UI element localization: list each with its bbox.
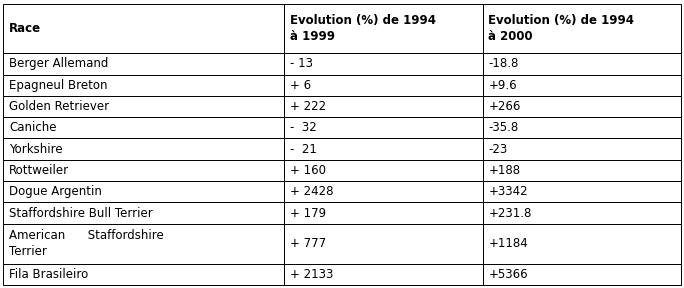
Text: +188: +188 xyxy=(488,164,521,177)
Bar xyxy=(3,53,285,75)
Bar xyxy=(483,117,681,139)
Text: + 179: + 179 xyxy=(290,207,326,220)
Bar xyxy=(285,75,483,96)
Bar xyxy=(3,139,285,160)
Text: +1184: +1184 xyxy=(488,237,528,250)
Bar xyxy=(483,75,681,96)
Text: +231.8: +231.8 xyxy=(488,207,531,220)
Text: Golden Retriever: Golden Retriever xyxy=(9,100,109,113)
Text: Caniche: Caniche xyxy=(9,121,56,134)
Bar xyxy=(483,139,681,160)
Bar xyxy=(285,224,483,264)
Text: +5366: +5366 xyxy=(488,268,528,281)
Text: Dogue Argentin: Dogue Argentin xyxy=(9,185,102,198)
Bar xyxy=(3,4,285,53)
Bar xyxy=(285,264,483,285)
Bar xyxy=(3,202,285,224)
Text: - 13: - 13 xyxy=(290,57,313,70)
Text: Evolution (%) de 1994
à 2000: Evolution (%) de 1994 à 2000 xyxy=(488,14,634,43)
Bar xyxy=(285,96,483,117)
Text: -  32: - 32 xyxy=(290,121,317,134)
Bar xyxy=(285,160,483,181)
Bar xyxy=(3,117,285,139)
Bar xyxy=(285,4,483,53)
Bar xyxy=(285,53,483,75)
Text: Berger Allemand: Berger Allemand xyxy=(9,57,108,70)
Text: + 6: + 6 xyxy=(290,79,311,92)
Text: American      Staffordshire
Terrier: American Staffordshire Terrier xyxy=(9,229,163,258)
Bar xyxy=(483,160,681,181)
Bar xyxy=(483,53,681,75)
Bar xyxy=(3,264,285,285)
Text: Epagneul Breton: Epagneul Breton xyxy=(9,79,107,92)
Text: Staffordshire Bull Terrier: Staffordshire Bull Terrier xyxy=(9,207,153,220)
Text: -23: -23 xyxy=(488,143,508,156)
Text: + 777: + 777 xyxy=(290,237,326,250)
Text: + 2428: + 2428 xyxy=(290,185,333,198)
Bar xyxy=(3,160,285,181)
Bar xyxy=(285,181,483,202)
Text: +266: +266 xyxy=(488,100,521,113)
Text: -  21: - 21 xyxy=(290,143,317,156)
Bar xyxy=(3,181,285,202)
Bar xyxy=(3,96,285,117)
Text: -35.8: -35.8 xyxy=(488,121,518,134)
Bar xyxy=(285,202,483,224)
Bar xyxy=(483,181,681,202)
Text: +9.6: +9.6 xyxy=(488,79,517,92)
Text: +3342: +3342 xyxy=(488,185,528,198)
Text: Yorkshire: Yorkshire xyxy=(9,143,62,156)
Text: + 222: + 222 xyxy=(290,100,326,113)
Bar xyxy=(483,96,681,117)
Bar xyxy=(3,75,285,96)
Text: + 2133: + 2133 xyxy=(290,268,333,281)
Bar xyxy=(483,224,681,264)
Bar xyxy=(285,139,483,160)
Text: Rottweiler: Rottweiler xyxy=(9,164,69,177)
Bar xyxy=(483,264,681,285)
Text: Fila Brasileiro: Fila Brasileiro xyxy=(9,268,88,281)
Bar xyxy=(3,224,285,264)
Text: -18.8: -18.8 xyxy=(488,57,518,70)
Bar xyxy=(285,117,483,139)
Bar xyxy=(483,202,681,224)
Text: Evolution (%) de 1994
à 1999: Evolution (%) de 1994 à 1999 xyxy=(290,14,436,43)
Text: Race: Race xyxy=(9,22,41,35)
Text: + 160: + 160 xyxy=(290,164,326,177)
Bar xyxy=(483,4,681,53)
